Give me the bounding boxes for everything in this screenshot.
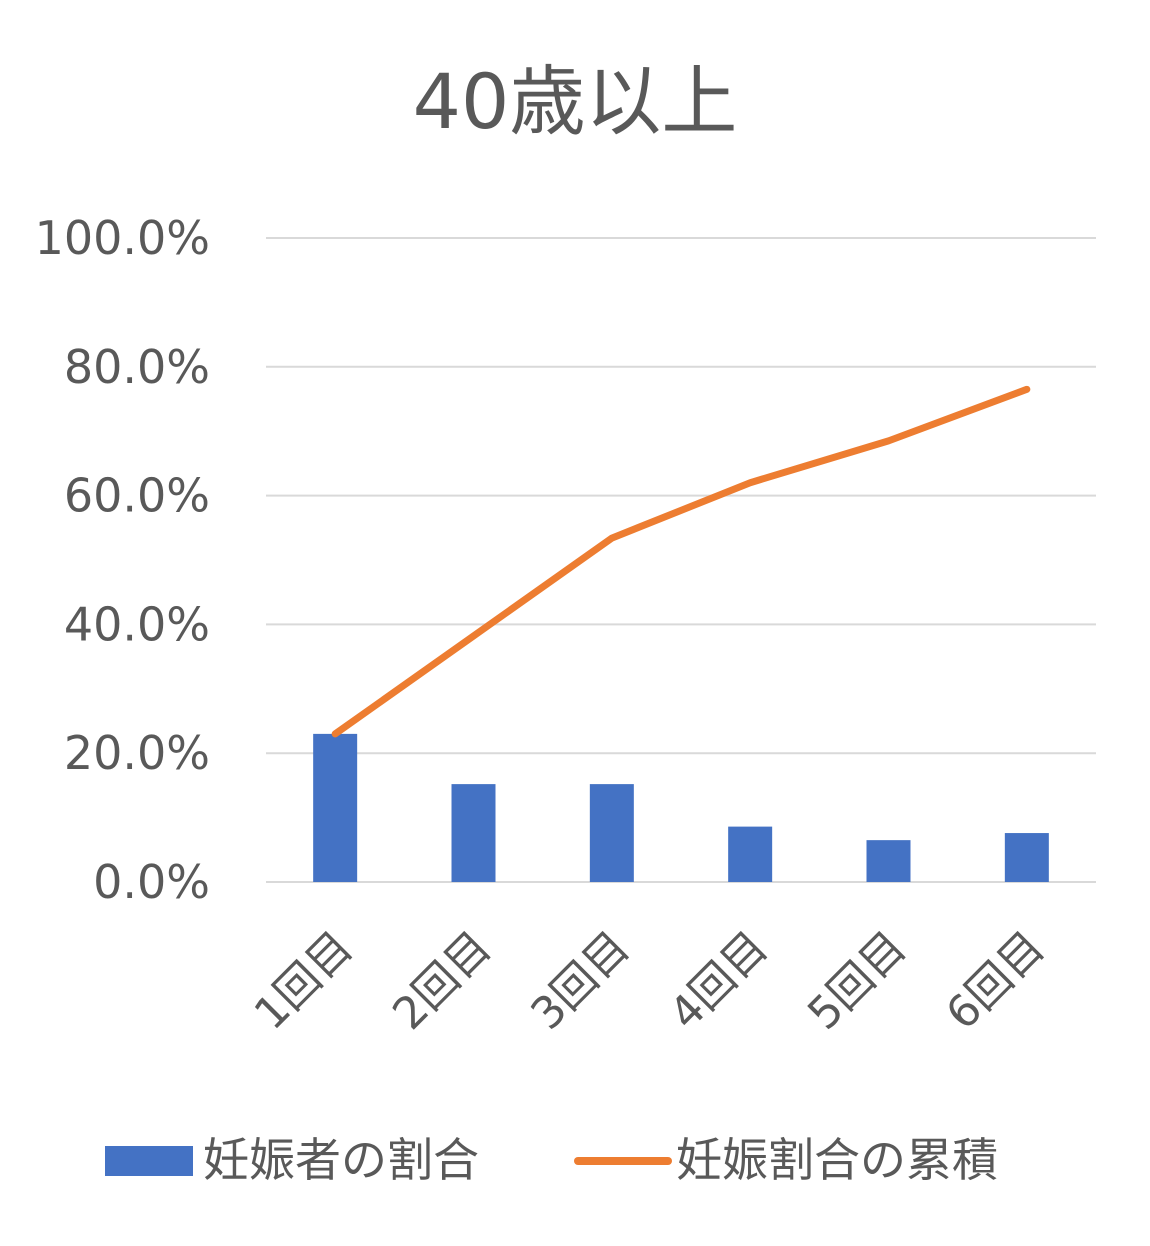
- legend-line-label: 妊娠割合の累積: [676, 1133, 998, 1187]
- gridlines: [266, 237, 1096, 883]
- y-tick-label: 20.0%: [64, 726, 210, 780]
- bar-series: [313, 733, 1049, 882]
- y-tick-label: 60.0%: [64, 469, 210, 523]
- line-series: [331, 385, 1031, 738]
- chart-title: 40歳以上: [413, 57, 738, 146]
- bar: [728, 826, 773, 882]
- y-tick-label: 0.0%: [93, 855, 210, 909]
- legend: 妊娠者の割合 妊娠割合の累積: [105, 1133, 998, 1187]
- x-tick-label: 2回目: [383, 922, 501, 1040]
- bar: [589, 784, 634, 882]
- legend-bar-swatch: [105, 1146, 193, 1176]
- x-tick-label: 3回目: [522, 922, 640, 1040]
- bar: [866, 840, 911, 882]
- legend-bar-label: 妊娠者の割合: [203, 1133, 479, 1187]
- x-axis-ticks: 1回目 2回目 3回目 4回目 5回目 6回目: [245, 922, 1055, 1040]
- bar: [313, 733, 358, 882]
- bar: [1004, 833, 1049, 882]
- x-tick-label: 5回目: [798, 922, 916, 1040]
- y-tick-label: 100.0%: [35, 211, 210, 265]
- y-tick-label: 40.0%: [64, 597, 210, 651]
- legend-item-bar: 妊娠者の割合: [105, 1133, 479, 1187]
- x-tick-label: 1回目: [245, 922, 363, 1040]
- x-tick-label: 6回目: [937, 922, 1055, 1040]
- legend-item-line: 妊娠割合の累積: [574, 1133, 998, 1187]
- bar: [451, 784, 496, 882]
- y-axis-ticks: 0.0% 20.0% 40.0% 60.0% 80.0% 100.0%: [35, 211, 210, 909]
- x-tick-label: 4回目: [660, 922, 778, 1040]
- y-tick-label: 80.0%: [64, 340, 210, 394]
- series-line: [331, 385, 1031, 738]
